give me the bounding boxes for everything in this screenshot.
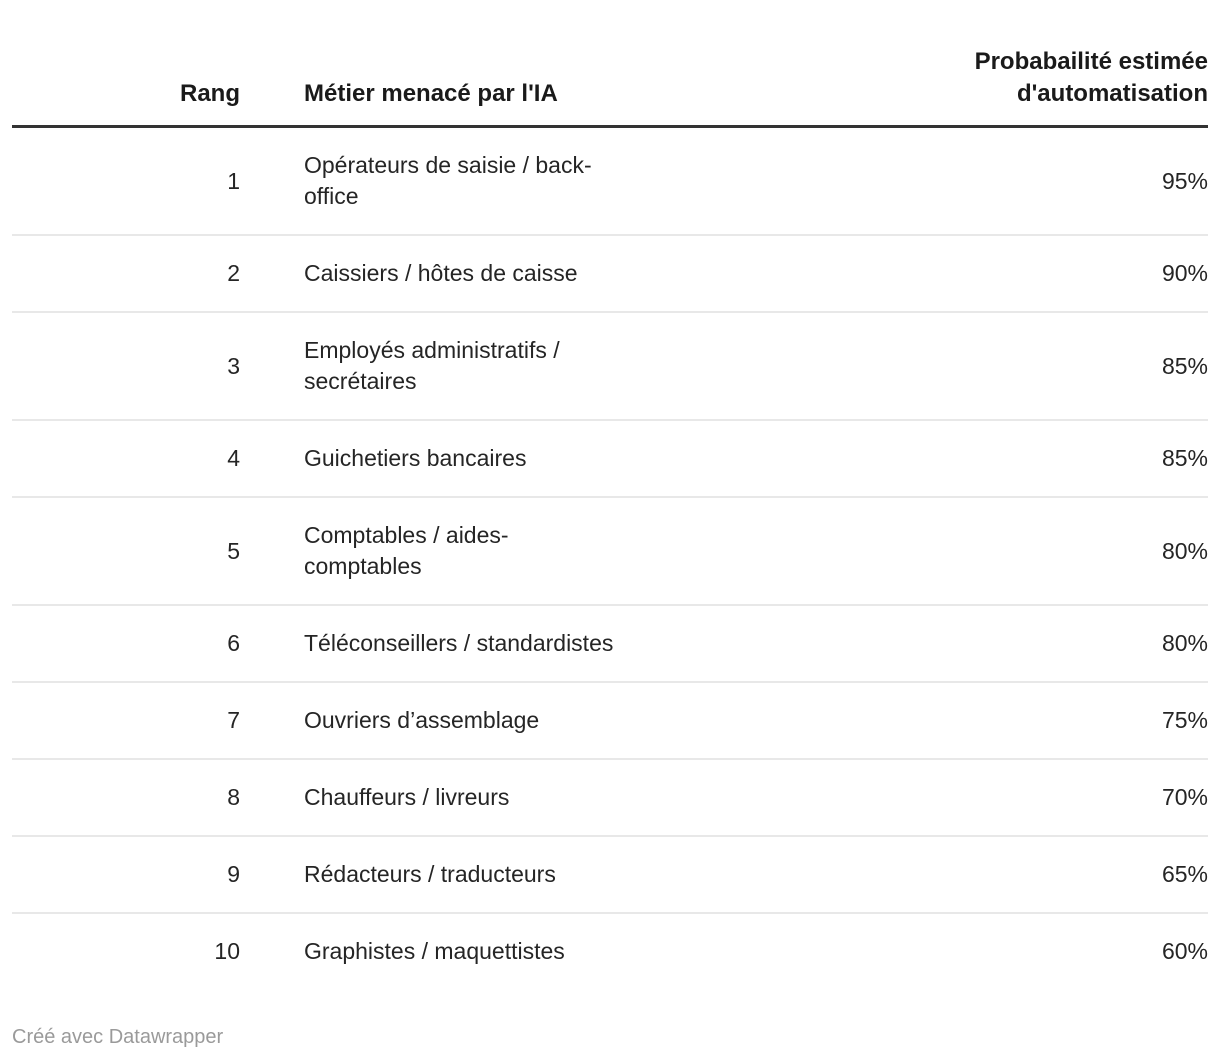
jobs-automation-table: Rang Métier menacé par l'IA Probabailité… xyxy=(12,0,1208,989)
job-cell: Comptables / aides- comptables xyxy=(304,522,509,579)
rank-cell: 3 xyxy=(227,352,240,379)
table-row: 5 Comptables / aides- comptables 80% xyxy=(12,496,1208,604)
probability-cell: 65% xyxy=(1161,861,1208,887)
table-row: 7 Ouvriers d’assemblage 75% xyxy=(12,681,1208,758)
probability-cell: 85% xyxy=(1161,445,1208,471)
probability-cell: 85% xyxy=(1161,352,1208,379)
table-row: 8 Chauffeurs / livreurs 70% xyxy=(12,758,1208,835)
column-header-rang: Rang xyxy=(180,80,240,107)
job-cell: Employés administratifs / secrétaires xyxy=(304,337,560,394)
table-row: 4 Guichetiers bancaires 85% xyxy=(12,419,1208,496)
probability-cell: 75% xyxy=(1161,707,1208,733)
rank-cell: 10 xyxy=(214,938,240,964)
job-cell: Guichetiers bancaires xyxy=(304,445,527,471)
rank-cell: 2 xyxy=(227,260,240,286)
table-row: 10 Graphistes / maquettistes 60% xyxy=(12,912,1208,989)
rank-cell: 1 xyxy=(227,167,240,194)
probability-cell: 70% xyxy=(1161,784,1208,810)
job-cell: Graphistes / maquettistes xyxy=(304,938,565,964)
job-cell: Chauffeurs / livreurs xyxy=(304,784,510,810)
datawrapper-credit-link[interactable]: Créé avec Datawrapper xyxy=(12,1026,224,1048)
job-cell: Rédacteurs / traducteurs xyxy=(304,861,556,887)
probability-cell: 80% xyxy=(1161,630,1208,656)
table-row: 2 Caissiers / hôtes de caisse 90% xyxy=(12,234,1208,311)
probability-cell: 90% xyxy=(1161,260,1208,286)
rank-cell: 8 xyxy=(227,784,240,810)
probability-cell: 95% xyxy=(1161,167,1208,194)
rank-cell: 4 xyxy=(227,445,240,471)
probability-cell: 80% xyxy=(1161,537,1208,564)
job-cell: Opérateurs de saisie / back- office xyxy=(304,152,592,209)
table-row: 3 Employés administratifs / secrétaires … xyxy=(12,311,1208,419)
probability-cell: 60% xyxy=(1161,938,1208,964)
rank-cell: 9 xyxy=(227,861,240,887)
column-header-metier: Métier menacé par l'IA xyxy=(304,80,558,107)
table-body: 1 Opérateurs de saisie / back- office 95… xyxy=(12,128,1208,989)
rank-cell: 7 xyxy=(227,707,240,733)
job-cell: Téléconseillers / standardistes xyxy=(304,630,614,656)
column-header-probabilite: Probabailité estimée d'automatisation xyxy=(974,48,1208,107)
job-cell: Ouvriers d’assemblage xyxy=(304,707,540,733)
rank-cell: 5 xyxy=(227,537,240,564)
table-header-row: Rang Métier menacé par l'IA Probabailité… xyxy=(12,0,1208,128)
footer: Créé avec Datawrapper xyxy=(12,1025,1208,1049)
job-cell: Caissiers / hôtes de caisse xyxy=(304,260,578,286)
rank-cell: 6 xyxy=(227,630,240,656)
table-row: 6 Téléconseillers / standardistes 80% xyxy=(12,604,1208,681)
table-row: 9 Rédacteurs / traducteurs 65% xyxy=(12,835,1208,912)
table-row: 1 Opérateurs de saisie / back- office 95… xyxy=(12,128,1208,234)
